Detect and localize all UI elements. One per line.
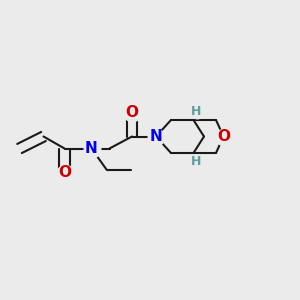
Text: O: O — [58, 165, 71, 180]
Text: H: H — [191, 155, 202, 168]
Text: O: O — [217, 129, 230, 144]
Text: O: O — [125, 105, 139, 120]
Text: N: N — [150, 129, 162, 144]
Text: H: H — [191, 105, 202, 118]
Text: N: N — [85, 141, 98, 156]
